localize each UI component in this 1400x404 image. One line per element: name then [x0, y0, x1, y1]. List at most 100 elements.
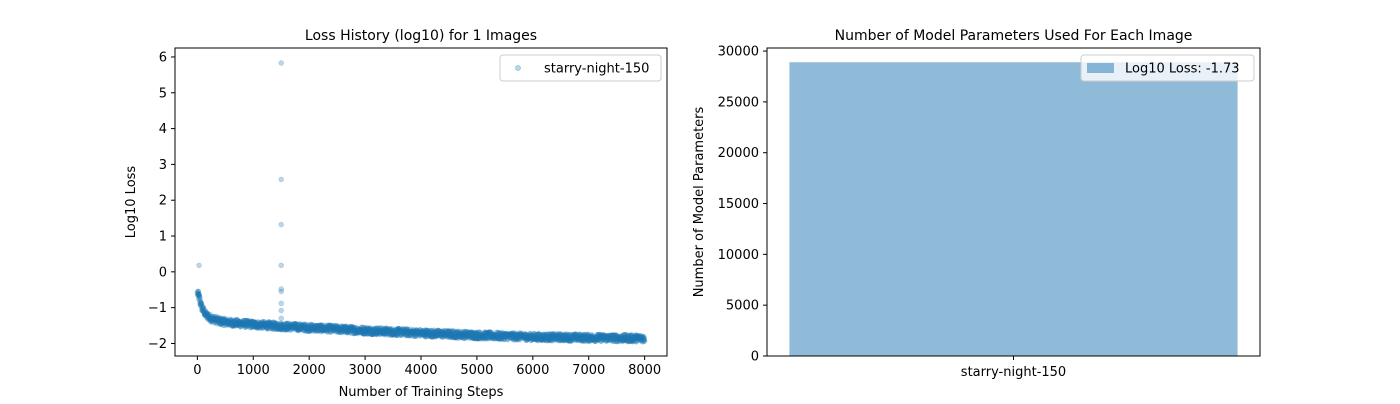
loss-point [238, 321, 245, 328]
loss-point [304, 327, 310, 334]
loss-point [311, 324, 318, 331]
loss-point [238, 321, 244, 327]
loss-point [307, 327, 314, 334]
loss-point [272, 321, 278, 327]
loss-point [232, 322, 238, 328]
loss-point [301, 324, 308, 331]
loss-point [205, 312, 211, 319]
loss-point [255, 323, 262, 330]
loss-point [312, 322, 319, 329]
loss-point [222, 320, 228, 327]
loss-point [197, 300, 204, 307]
loss-point [279, 325, 286, 332]
loss-point [314, 328, 321, 334]
loss-point [285, 320, 291, 327]
loss-point [340, 327, 347, 334]
loss-point [215, 318, 222, 324]
loss-point [240, 320, 246, 326]
loss-point [374, 329, 381, 336]
loss-point [240, 322, 246, 328]
loss-point [236, 318, 242, 325]
loss-point [300, 326, 307, 332]
loss-point [300, 327, 306, 334]
loss-point [376, 325, 382, 331]
loss-point [316, 322, 322, 329]
loss-point [258, 321, 265, 328]
loss-point [327, 329, 334, 336]
loss-point [328, 328, 334, 335]
loss-point [293, 326, 299, 333]
loss-point [217, 321, 223, 328]
loss-point [285, 324, 291, 331]
loss-point [341, 329, 348, 336]
loss-point [241, 322, 248, 329]
loss-point [271, 319, 278, 326]
loss-point [194, 289, 201, 295]
loss-point [213, 316, 220, 323]
loss-point [234, 322, 240, 328]
loss-point [265, 319, 272, 325]
loss-point [294, 326, 300, 333]
loss-point [233, 322, 240, 328]
loss-point [319, 328, 325, 334]
loss-point [342, 326, 349, 332]
loss-point [350, 325, 356, 332]
loss-point [351, 330, 358, 337]
loss-point [266, 321, 273, 327]
right-y-tick-label: 30000 [718, 45, 759, 60]
loss-point [289, 325, 295, 331]
loss-point [323, 327, 329, 333]
loss-point [244, 318, 250, 324]
loss-point [242, 317, 249, 324]
loss-point [297, 321, 303, 327]
loss-point [356, 329, 362, 336]
loss-point [307, 328, 313, 334]
loss-point [356, 327, 362, 333]
loss-point [208, 317, 214, 323]
loss-point [319, 327, 326, 334]
loss-point [283, 323, 290, 330]
loss-point [227, 318, 234, 324]
loss-point [308, 322, 315, 328]
loss-point [306, 328, 313, 334]
loss-point [361, 330, 367, 337]
loss-history-chart: Loss History (log10) for 1 Images 0 1000 2… [124, 28, 668, 400]
loss-point [253, 323, 260, 329]
loss-point [313, 327, 319, 334]
loss-point [254, 322, 260, 328]
loss-point [257, 321, 264, 327]
loss-point [261, 319, 268, 325]
loss-point [230, 322, 237, 329]
loss-point [203, 312, 210, 319]
loss-outlier-point [278, 221, 284, 228]
loss-point [239, 320, 245, 326]
loss-point [330, 328, 337, 334]
loss-point [356, 329, 363, 335]
loss-point [306, 328, 312, 334]
loss-point [284, 321, 290, 328]
loss-point [343, 324, 350, 330]
loss-point [332, 323, 338, 329]
loss-point [351, 327, 358, 333]
loss-point [354, 328, 360, 334]
loss-point [371, 325, 377, 332]
loss-point [336, 328, 342, 334]
loss-point [305, 322, 311, 329]
loss-point [237, 322, 243, 328]
loss-point [257, 319, 263, 326]
loss-outlier-point [196, 291, 202, 297]
loss-point [255, 319, 261, 325]
loss-point [210, 315, 216, 322]
loss-point [282, 324, 289, 330]
loss-point [345, 327, 352, 334]
loss-point [261, 319, 267, 325]
loss-point [379, 330, 385, 336]
loss-point [251, 319, 257, 325]
loss-point [363, 328, 370, 334]
loss-point [323, 322, 329, 329]
loss-point [255, 325, 262, 331]
loss-scatter-points [194, 60, 648, 345]
loss-point [383, 325, 389, 332]
loss-point [360, 324, 366, 331]
